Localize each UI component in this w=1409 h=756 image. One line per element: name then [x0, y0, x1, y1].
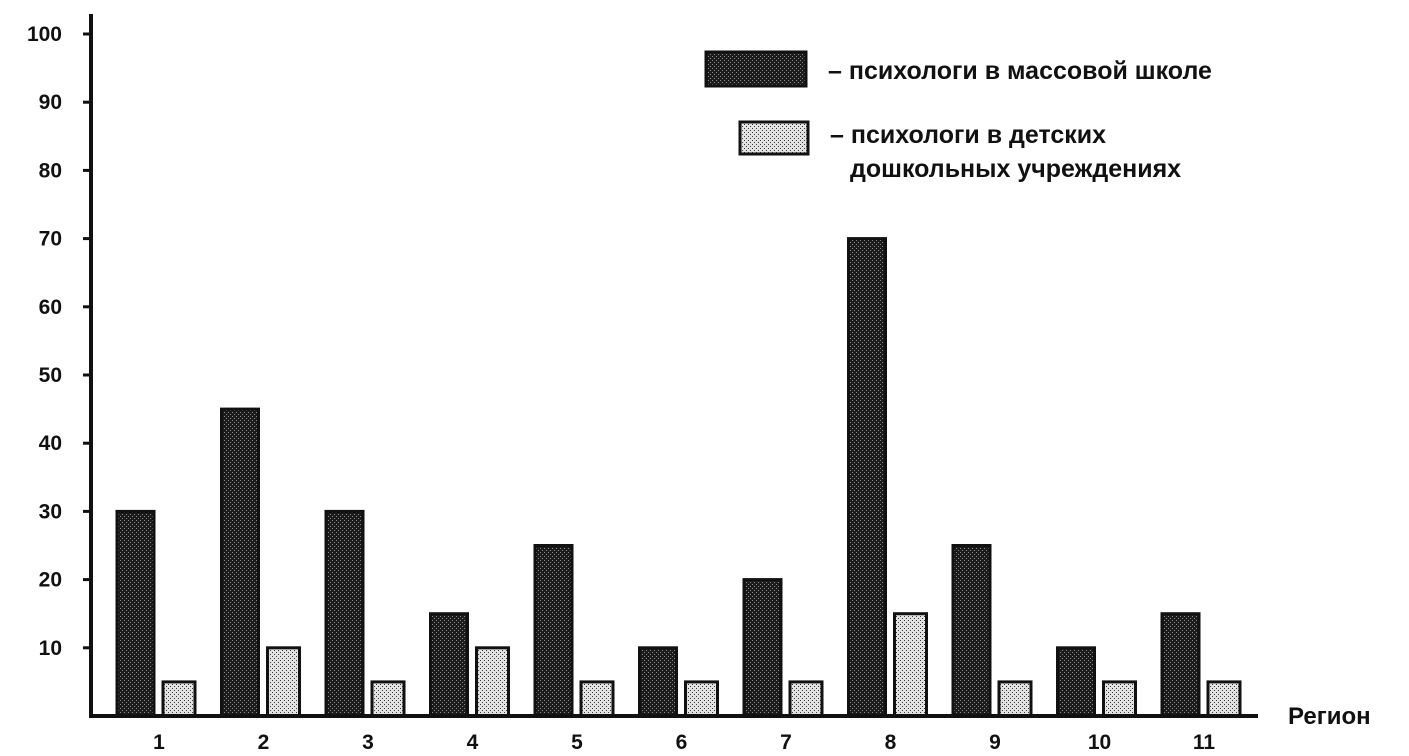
legend-label-school: – психологи в массовой школе	[828, 57, 1212, 85]
x-tick-label: 9	[989, 731, 1001, 754]
y-tick-label: 10	[39, 637, 62, 660]
y-tick-label: 90	[39, 91, 62, 114]
y-tick-label: 80	[39, 159, 62, 182]
bar-preschool-region-1	[161, 680, 197, 718]
legend-label-preschool-line2: дошкольных учреждениях	[850, 155, 1181, 183]
bar-preschool-region-11	[1206, 680, 1242, 718]
legend-label-preschool-line1: – психологи в детских	[830, 121, 1106, 149]
y-tick-label: 100	[27, 23, 62, 46]
legend-swatch-school	[704, 50, 808, 88]
x-tick-label: 1	[153, 731, 165, 754]
bar-school-region-6	[638, 646, 678, 718]
y-tick-label: 60	[39, 296, 62, 319]
bar-preschool-region-2	[266, 646, 301, 718]
x-tick-label: 6	[676, 731, 688, 754]
bar-preschool-region-4	[475, 646, 510, 718]
x-tick-label: 10	[1088, 731, 1111, 754]
y-tick-label: 20	[39, 569, 62, 592]
bar-school-region-11	[1160, 612, 1201, 718]
bar-preschool-region-5	[579, 680, 615, 718]
bar-school-region-3	[324, 509, 365, 718]
bar-preschool-region-9	[997, 680, 1033, 718]
y-tick-label: 30	[39, 500, 62, 523]
bar-preschool-region-10	[1102, 680, 1137, 718]
bar-school-region-5	[533, 544, 574, 718]
bar-preschool-region-3	[370, 680, 406, 718]
x-axis-ticks: 1 2 3 4 5 6 7 8 9 10 11	[153, 731, 1215, 754]
legend-swatch-preschool	[738, 120, 810, 156]
bar-school-region-10	[1056, 646, 1096, 718]
bar-preschool-region-6	[684, 680, 719, 718]
bar-school-region-9	[951, 544, 992, 718]
x-tick-label: 4	[467, 731, 479, 754]
legend: – психологи в массовой школе – психологи…	[704, 50, 1212, 183]
y-tick-label: 50	[39, 364, 62, 387]
bar-school-region-7	[742, 578, 783, 718]
bar-school-region-2	[220, 407, 260, 718]
bar-preschool-region-7	[788, 680, 824, 718]
bar-preschool-region-8	[893, 612, 928, 718]
x-axis-title: Регион	[1288, 703, 1371, 730]
x-tick-label: 2	[258, 731, 270, 754]
bar-school-region-1	[115, 509, 156, 718]
bar-school-region-4	[429, 612, 469, 718]
y-tick-label: 40	[39, 432, 62, 455]
x-tick-label: 8	[885, 731, 897, 754]
x-tick-label: 3	[362, 731, 374, 754]
bars-group	[115, 237, 1242, 718]
y-tick-label: 70	[39, 228, 62, 251]
x-tick-label: 7	[780, 731, 792, 754]
y-axis-ticks: 10 20 30 40 50 60 70 80 90 100	[27, 23, 91, 660]
x-tick-label: 11	[1193, 731, 1216, 754]
x-tick-label: 5	[571, 731, 583, 754]
bar-school-region-8	[847, 237, 887, 718]
